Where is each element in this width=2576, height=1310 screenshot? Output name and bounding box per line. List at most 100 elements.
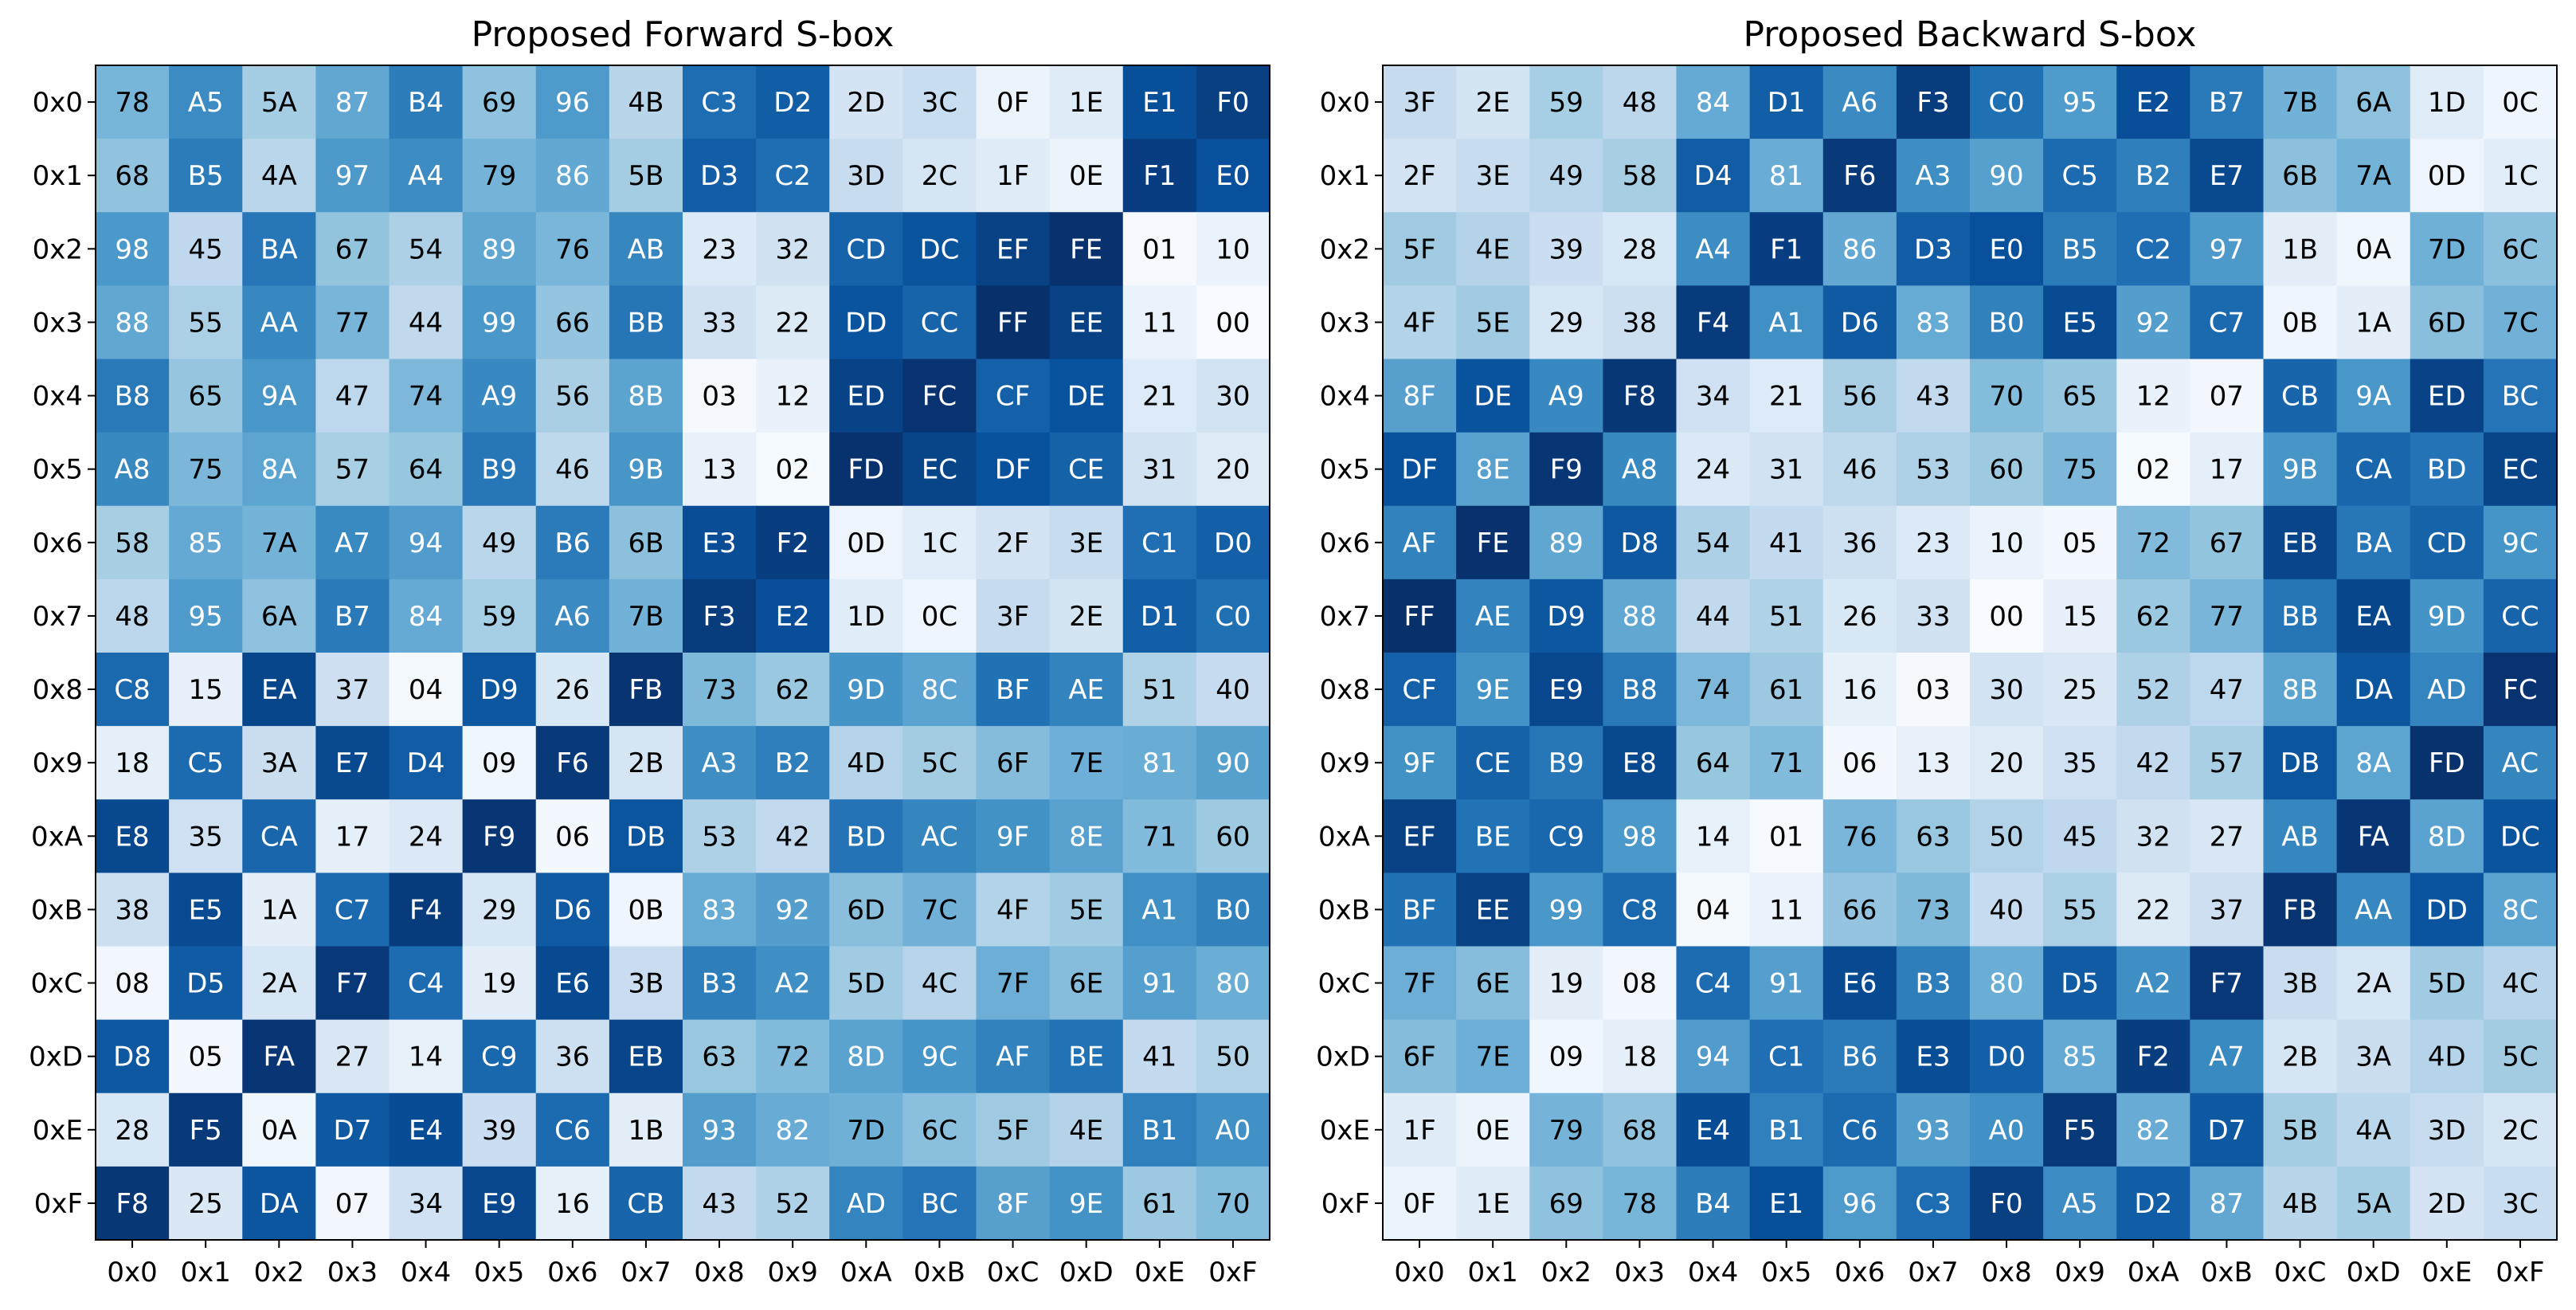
cell-value-label: 95 (189, 601, 223, 633)
heatmap-cell (1970, 653, 2044, 727)
heatmap-cell (1529, 726, 1603, 800)
cell-value-label: 3F (1403, 87, 1435, 119)
heatmap-cell (2263, 873, 2338, 947)
cell-value-label: 9C (922, 1041, 957, 1073)
cell-value-label: A8 (115, 454, 151, 486)
heatmap-cell (2410, 285, 2484, 360)
heatmap-cell (1896, 579, 1971, 653)
cell-value-label: 65 (189, 381, 223, 413)
heatmap-cell (169, 873, 243, 947)
heatmap-cell (1603, 946, 1678, 1021)
cell-value-label: BB (628, 307, 665, 339)
y-tick-label: 0xC (1318, 968, 1371, 1000)
heatmap-cell (683, 726, 757, 800)
heatmap-cell (829, 505, 903, 580)
cell-value-label: 30 (1216, 381, 1250, 413)
cell-value-label: 87 (335, 87, 370, 119)
heatmap-cell (242, 505, 316, 580)
cell-value-label: 70 (1216, 1188, 1250, 1220)
cell-value-label: C8 (114, 674, 150, 706)
cell-value-label: 0B (2282, 307, 2318, 339)
cell-value-label: 67 (2210, 528, 2244, 559)
cell-value-label: 46 (555, 454, 589, 486)
heatmap-cell (1049, 873, 1124, 947)
heatmap-cell (96, 1092, 170, 1167)
heatmap-cell (1456, 946, 1530, 1021)
heatmap-cell (1196, 65, 1270, 139)
cell-value-label: 7F (1403, 968, 1435, 1000)
heatmap-cell (96, 726, 170, 800)
heatmap-cell (1196, 1166, 1270, 1241)
heatmap-cell (315, 653, 390, 727)
heatmap-cell (2190, 285, 2265, 360)
heatmap-cell (683, 1019, 757, 1094)
heatmap-cell (1896, 1019, 1971, 1094)
cell-value-label: C9 (481, 1041, 517, 1073)
cell-value-label: C5 (188, 747, 224, 779)
heatmap-cell (2336, 726, 2411, 800)
heatmap-cell (242, 285, 316, 360)
heatmap-cell (756, 1019, 830, 1094)
cell-value-label: 77 (335, 307, 370, 339)
heatmap-cell (1822, 1092, 1897, 1167)
heatmap-cell (1383, 579, 1457, 653)
cell-value-label: EC (2502, 454, 2538, 486)
heatmap-cell (829, 285, 903, 360)
cell-value-label: B3 (1915, 968, 1951, 1000)
cell-value-label: AF (996, 1041, 1030, 1073)
heatmap-cell (1822, 359, 1897, 433)
heatmap-cell (976, 139, 1051, 213)
heatmap-cell (1749, 505, 1824, 580)
heatmap-cell (829, 1166, 903, 1241)
cell-value-label: 08 (115, 968, 149, 1000)
cell-value-label: 97 (335, 160, 370, 192)
heatmap-cell (462, 212, 537, 286)
cell-value-label: CE (1475, 747, 1511, 779)
cell-value-label: 5C (922, 747, 957, 779)
cell-value-label: 45 (189, 233, 223, 265)
heatmap-cell (609, 873, 683, 947)
heatmap-cell (902, 946, 977, 1021)
cell-value-label: 3F (996, 601, 1029, 633)
cell-value-label: A6 (1842, 87, 1877, 119)
cell-value-label: 91 (1769, 968, 1803, 1000)
cell-value-label: F3 (1916, 87, 1949, 119)
heatmap-cell (1822, 65, 1897, 139)
heatmap-cell (1122, 1092, 1197, 1167)
heatmap-cell (1049, 1166, 1124, 1241)
cell-value-label: 24 (1696, 454, 1730, 486)
cell-value-label: AB (628, 233, 665, 265)
heatmap-cell (2043, 1019, 2117, 1094)
heatmap-cell (1896, 432, 1971, 507)
cell-value-label: FF (1404, 601, 1435, 633)
heatmap-cell (169, 653, 243, 727)
heatmap-cell (1383, 212, 1457, 286)
cell-value-label: 89 (482, 233, 516, 265)
heatmap-cell (535, 359, 610, 433)
cell-value-label: 65 (2063, 381, 2097, 413)
heatmap-cell (2116, 726, 2190, 800)
cell-value-label: 84 (409, 601, 443, 633)
heatmap-cell (1896, 139, 1971, 213)
x-tick-label: 0xC (987, 1257, 1039, 1288)
cell-value-label: 49 (1549, 160, 1584, 192)
heatmap-cell (2043, 505, 2117, 580)
heatmap-cell (609, 1092, 683, 1167)
heatmap-cell (1049, 65, 1124, 139)
cell-value-label: AD (2427, 674, 2466, 706)
x-tick-label: 0x9 (767, 1257, 817, 1288)
cell-value-label: 66 (1842, 894, 1877, 926)
heatmap-cell (242, 579, 316, 653)
cell-value-label: 8C (922, 674, 957, 706)
heatmap-cell (1676, 505, 1751, 580)
heatmap-cell (2483, 285, 2558, 360)
cell-value-label: A4 (408, 160, 444, 192)
heatmap-cell (1970, 285, 2044, 360)
cell-value-label: 38 (1623, 307, 1657, 339)
cell-value-label: 79 (482, 160, 516, 192)
heatmap-cell (1529, 432, 1603, 507)
cell-value-label: ED (847, 381, 885, 413)
cell-value-label: 62 (2136, 601, 2171, 633)
cell-value-label: DD (845, 307, 887, 339)
heatmap-cell (1970, 359, 2044, 433)
